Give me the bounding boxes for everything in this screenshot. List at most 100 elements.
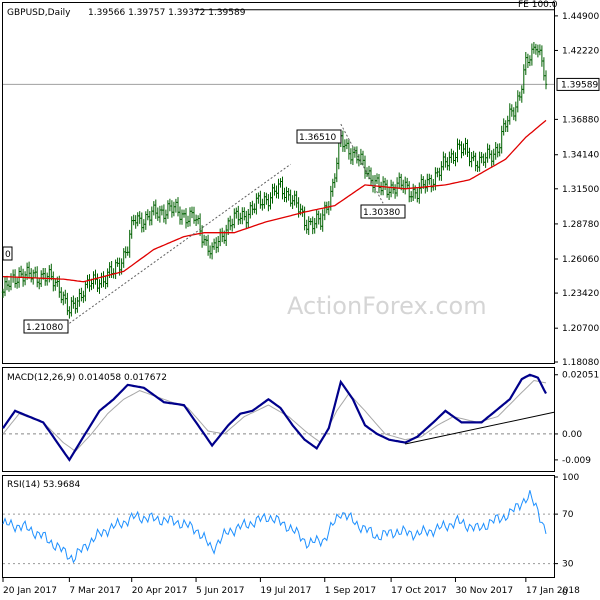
ohlc-bar — [116, 257, 119, 267]
ohlc-bar — [172, 201, 176, 217]
ohlc-bar — [94, 269, 97, 285]
ohlc-bar — [353, 146, 357, 158]
ohlc-bar — [528, 55, 532, 67]
ohlc-bar — [110, 261, 113, 278]
annotation-box — [296, 129, 342, 144]
ohlc-bar — [253, 203, 256, 214]
ohlc-bar — [11, 269, 15, 283]
x-tick-label: 7 Mar 2017 — [69, 586, 120, 596]
ohlc-bar — [122, 248, 125, 268]
ohlc-bar — [150, 206, 153, 226]
ohlc-bar — [142, 219, 145, 233]
ohlc-bar — [241, 207, 244, 225]
ohlc-bar — [402, 179, 405, 193]
ohlc-bar — [170, 200, 174, 218]
watermark: ActionForex.com — [287, 292, 487, 320]
moving-average-line — [2, 119, 547, 283]
ohlc-bar — [200, 225, 204, 248]
ohlc-bar — [387, 186, 391, 200]
ohlc-bar — [136, 212, 139, 227]
ohlc-bar — [106, 268, 109, 288]
ohlc-bar — [355, 146, 359, 164]
ohlc-bar — [245, 210, 248, 229]
ohlc-bar — [13, 269, 17, 288]
ohlc-bar — [494, 142, 497, 160]
ohlc-bar — [303, 206, 306, 231]
ohlc-bar — [373, 175, 377, 194]
ohlc-bar — [215, 237, 218, 254]
ohlc-bar — [389, 179, 393, 198]
axes: 1.44900 1.42220 1.36880 1.34140 1.31500 1.287… — [2, 12, 600, 598]
ohlc-bar — [289, 189, 292, 207]
ohlc-bar — [327, 201, 330, 216]
ohlc-bar — [428, 173, 431, 185]
macd-plot — [2, 373, 555, 462]
ohlc-bar — [287, 188, 290, 201]
macd-line — [2, 373, 547, 462]
price-y-tick-label: 1.20700 — [562, 324, 599, 334]
ohlc-bar — [426, 173, 429, 192]
ohlc-bar — [498, 143, 501, 157]
ohlc-bar — [231, 218, 234, 232]
ohlc-bar — [271, 183, 274, 204]
price-grid: FE 100.0 — [3, 0, 558, 85]
price-plot — [1, 42, 548, 324]
ohlc-bar — [504, 120, 507, 132]
rsi-plot — [2, 490, 554, 565]
price-panel-frame — [2, 2, 555, 364]
price-annotation: 0 — [2, 246, 13, 261]
ohlc-bar — [412, 183, 415, 201]
ohlc-bar — [520, 85, 523, 103]
ohlc-bar — [496, 143, 499, 158]
ohlc-bar — [416, 188, 419, 203]
ohlc-bar — [66, 292, 69, 316]
ohlc-bar — [221, 227, 224, 243]
ohlc-bar — [249, 202, 252, 219]
ohlc-bar — [225, 224, 228, 246]
ohlc-bar — [526, 53, 530, 68]
ohlc-bar — [456, 138, 459, 163]
ohlc-bar — [460, 141, 463, 159]
ohlc-bar — [359, 148, 363, 165]
ohlc-bar — [72, 295, 75, 309]
ohlc-bar — [82, 290, 85, 303]
ohlc-bar — [76, 297, 79, 313]
ohlc-bar — [156, 207, 159, 221]
ohlc-bar — [492, 148, 495, 165]
macd-title: MACD(12,26,9) 0.014058 0.017672 — [7, 373, 167, 383]
ohlc-bar — [466, 139, 469, 157]
ohlc-bar — [506, 115, 509, 132]
ohlc-bar — [323, 201, 326, 221]
macd-y-tick-label: 0.00 — [562, 430, 582, 440]
ohlc-bar — [377, 174, 381, 194]
price-y-tick-label: 1.18080 — [562, 358, 599, 368]
ohlc-bar — [404, 176, 407, 195]
ohlc-bar — [450, 148, 453, 163]
annotation-box — [360, 204, 406, 219]
ohlc-bar — [162, 204, 166, 223]
ohlc-bar — [516, 90, 519, 113]
rsi-y-tick-label: 100 — [562, 473, 579, 483]
ohlc-bar — [78, 288, 81, 307]
ohlc-bar — [331, 178, 334, 197]
ohlc-bar — [512, 107, 515, 121]
ohlc-bar — [285, 186, 288, 203]
ohlc-bar — [333, 173, 336, 188]
rsi-y-tick-label: 70 — [562, 510, 574, 520]
ohlc-bar — [184, 208, 188, 229]
ohlc-bar — [468, 147, 471, 167]
ohlc-bar — [315, 209, 318, 229]
price-y-tick-label: 1.31500 — [562, 185, 599, 195]
ohlc-readout: 1.39566 1.39757 1.39372 1.39589 — [88, 8, 246, 18]
ohlc-bar — [30, 268, 33, 283]
ohlc-bar — [62, 291, 65, 306]
ohlc-bar — [341, 130, 345, 152]
ohlc-bar — [275, 185, 278, 199]
macd-y-tick-label: 0.02051 — [562, 371, 599, 381]
ohlc-bar — [19, 265, 23, 278]
price-y-tick-label: 1.34140 — [562, 151, 599, 161]
ohlc-bar — [452, 150, 455, 164]
price-y-tick-label: 1.42220 — [562, 46, 599, 56]
rsi-y-tick-label: 30 — [562, 560, 574, 570]
ohlc-bar — [255, 193, 258, 215]
